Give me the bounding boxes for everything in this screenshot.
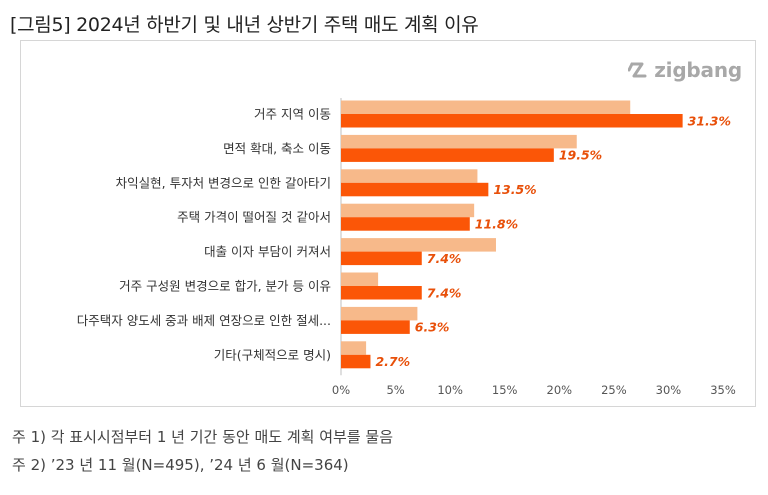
x-tick-label-2: 10% — [437, 383, 463, 397]
category-label-6: 다주택자 양도세 중과 배제 연장으로 인한 절세... — [77, 313, 331, 328]
category-label-1: 면적 확대, 축소 이동 — [223, 141, 331, 156]
zigbang-logo-icon — [628, 62, 647, 78]
bar-2023-2 — [341, 169, 478, 183]
category-label-0: 거주 지역 이동 — [254, 107, 331, 122]
bar-2024-1 — [341, 148, 554, 162]
category-label-3: 주택 가격이 떨어질 것 같아서 — [177, 210, 331, 225]
footnotes: 주 1) 각 표시시점부터 1 년 기간 동안 매도 계획 여부를 물음 주 2… — [12, 423, 393, 479]
bar-2023-4 — [341, 238, 496, 252]
bar-2024-2 — [341, 182, 489, 197]
bar-2023-5 — [341, 272, 379, 286]
value-label-0: 31.3% — [688, 113, 731, 128]
value-label-6: 6.3% — [415, 320, 450, 335]
footnote-1: 주 1) 각 표시시점부터 1 년 기간 동안 매도 계획 여부를 물음 — [12, 428, 393, 446]
category-label-4: 대출 이자 부담이 커져서 — [204, 244, 331, 259]
bar-2024-6 — [341, 320, 410, 334]
value-label-4: 7.4% — [427, 251, 462, 266]
bar-2024-4 — [341, 251, 422, 266]
value-label-7: 2.7% — [375, 354, 410, 369]
value-label-3: 11.8% — [475, 216, 518, 231]
zigbang-logo: zigbang — [628, 58, 742, 82]
x-tick-label-1: 5% — [386, 383, 404, 397]
bar-2023-6 — [341, 306, 418, 321]
x-tick-label-6: 30% — [656, 383, 682, 397]
x-tick-label-5: 25% — [601, 383, 627, 397]
bar-2023-7 — [341, 341, 367, 355]
category-label-5: 거주 구성원 변경으로 합가, 분가 등 이유 — [119, 279, 331, 294]
value-label-5: 7.4% — [427, 285, 462, 300]
value-label-2: 13.5% — [493, 182, 536, 197]
bar-2024-7 — [341, 354, 371, 369]
bar-2024-5 — [341, 286, 422, 300]
category-label-2: 차익실현, 투자처 변경으로 인한 갈아타기 — [116, 175, 331, 190]
bar-2023-3 — [341, 203, 475, 218]
logo-text: zigbang — [654, 58, 742, 82]
bar-2024-3 — [341, 217, 470, 231]
value-label-1: 19.5% — [559, 148, 602, 163]
x-tick-label-7: 35% — [710, 383, 736, 397]
bar-2023-1 — [341, 134, 577, 149]
x-tick-label-4: 20% — [547, 383, 573, 397]
footnote-2: 주 2) ’23 년 11 월(N=495), ’24 년 6 월(N=364) — [12, 456, 349, 474]
chart-title: [그림5] 2024년 하반기 및 내년 상반기 주택 매도 계획 이유 — [10, 14, 479, 36]
category-label-7: 기타(구체적으로 명시) — [214, 347, 331, 362]
x-tick-label-0: 0% — [332, 383, 350, 397]
bar-2024-0 — [341, 114, 683, 128]
x-tick-label-3: 15% — [492, 383, 518, 397]
bar-2023-0 — [341, 100, 631, 114]
